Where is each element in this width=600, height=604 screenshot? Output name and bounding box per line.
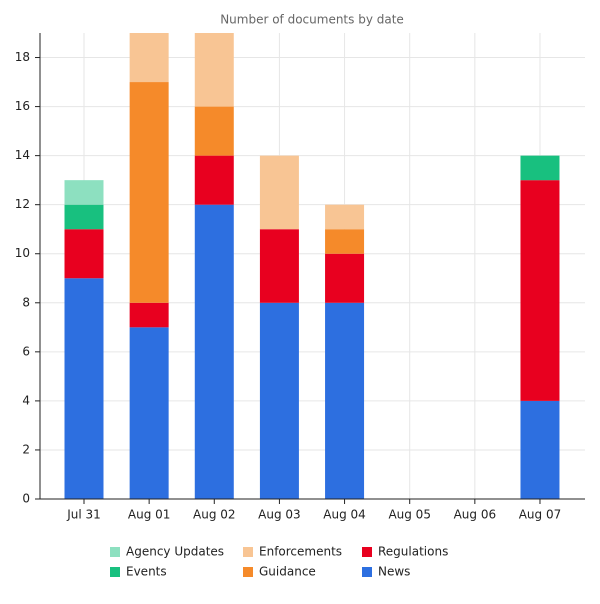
y-tick-label: 18 [15, 50, 30, 64]
x-tick-label: Aug 01 [128, 508, 171, 522]
x-tick-label: Aug 06 [454, 508, 497, 522]
legend-label: Agency Updates [126, 545, 224, 559]
bar-segment [129, 82, 169, 303]
legend-swatch [362, 567, 372, 577]
y-tick-label: 12 [15, 197, 30, 211]
y-tick-label: 14 [15, 148, 30, 162]
bar-segment [259, 302, 299, 499]
legend-swatch [243, 547, 253, 557]
bar-segment [259, 229, 299, 303]
x-tick-label: Jul 31 [66, 508, 101, 522]
x-tick-label: Aug 04 [323, 508, 366, 522]
legend-label: Regulations [378, 545, 448, 559]
bar-segment [64, 229, 104, 279]
y-tick-label: 16 [15, 99, 30, 113]
bar-segment [64, 180, 104, 205]
legend-label: Guidance [259, 565, 316, 579]
bar-segment [194, 33, 234, 107]
x-tick-label: Aug 07 [519, 508, 562, 522]
legend-swatch [243, 567, 253, 577]
y-tick-label: 0 [22, 492, 30, 506]
bar-segment [520, 180, 560, 401]
bar-segment [325, 229, 365, 254]
legend-swatch [110, 567, 120, 577]
bar-segment [194, 155, 234, 205]
y-tick-label: 10 [15, 246, 30, 260]
bar-segment [129, 302, 169, 328]
bar-segment [325, 204, 365, 230]
bar-segment [325, 302, 365, 499]
y-tick-label: 8 [22, 295, 30, 309]
bar-segment [129, 327, 169, 499]
x-tick-label: Aug 03 [258, 508, 301, 522]
y-tick-label: 6 [22, 344, 30, 358]
bar-segment [64, 278, 104, 499]
bar-segment [194, 106, 234, 156]
legend-swatch [362, 547, 372, 557]
legend-swatch [110, 547, 120, 557]
bar-segment [520, 400, 560, 499]
legend-label: Events [126, 565, 167, 579]
bar-segment [64, 204, 104, 230]
legend-label: News [378, 565, 410, 579]
x-tick-label: Aug 02 [193, 508, 236, 522]
y-tick-label: 2 [22, 442, 30, 456]
chart-title: Number of documents by date [220, 13, 404, 27]
bar-segment [194, 204, 234, 499]
y-tick-label: 4 [22, 393, 30, 407]
x-tick-label: Aug 05 [388, 508, 431, 522]
bar-segment [520, 155, 560, 181]
legend-label: Enforcements [259, 545, 342, 559]
bar-segment [129, 33, 169, 83]
bar-segment [259, 155, 299, 230]
bar-segment [325, 253, 365, 303]
